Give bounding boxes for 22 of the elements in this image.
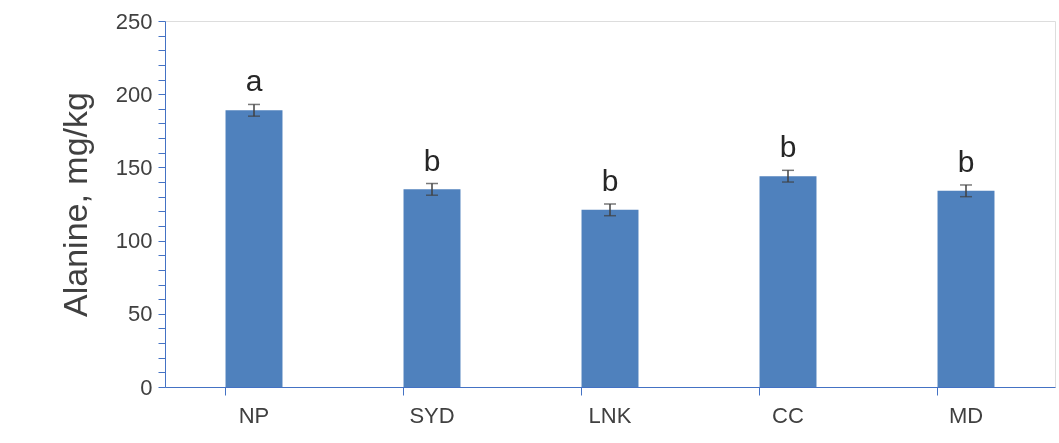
x-tick-label: SYD xyxy=(409,402,455,428)
x-tick-label: CC xyxy=(772,402,804,428)
y-tick-label: 50 xyxy=(128,301,153,327)
bar xyxy=(581,209,639,387)
annotation: b xyxy=(423,143,441,177)
y-axis-title: Alanine, mg/kg xyxy=(55,92,94,317)
bar xyxy=(937,190,995,387)
y-tick-label: 100 xyxy=(115,228,153,254)
bar xyxy=(225,110,283,387)
bar xyxy=(403,189,461,387)
x-tick-label: NP xyxy=(238,402,270,428)
y-tick-label: 250 xyxy=(115,8,153,34)
y-tick-label: 150 xyxy=(115,154,153,180)
x-tick-label: MD xyxy=(948,402,984,428)
annotation: b xyxy=(779,130,797,164)
y-tick-label: 200 xyxy=(115,81,153,107)
annotation: b xyxy=(957,144,975,178)
bar xyxy=(759,176,817,387)
x-tick-label: LNK xyxy=(588,402,632,428)
y-tick-label: 0 xyxy=(140,374,153,400)
annotation: a xyxy=(245,64,263,98)
annotation: b xyxy=(601,164,619,197)
